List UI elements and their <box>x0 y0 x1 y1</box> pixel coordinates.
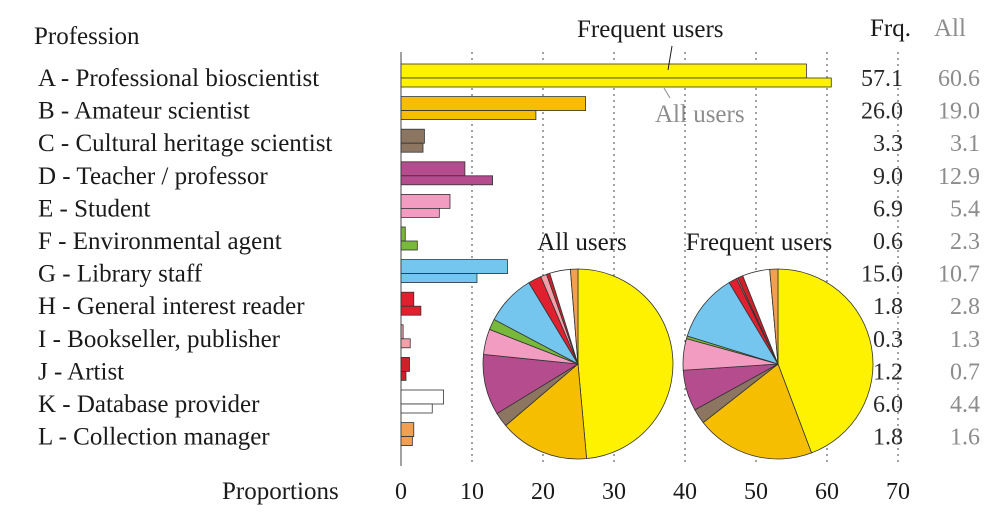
value-all-10: 4.4 <box>950 392 980 418</box>
bar-all-7 <box>400 305 422 316</box>
bar-all-11 <box>400 436 413 447</box>
category-label-1: B - Amateur scientist <box>38 98 250 125</box>
bar-frequent-10 <box>400 389 444 405</box>
category-label-11: L - Collection manager <box>38 424 270 451</box>
tick-label-0: 0 <box>395 479 407 505</box>
value-columns: 57.1 60.6 26.0 19.0 3.3 3.1 9.0 12.9 6.9 5.4 0.6 2.… <box>861 66 980 451</box>
bar-frequent-7 <box>400 291 415 307</box>
bar-frequent-3 <box>400 161 466 177</box>
value-frequent-2: 3.3 <box>873 131 903 157</box>
value-frequent-0: 57.1 <box>861 66 903 92</box>
category-label-2: C - Cultural heritage scientist <box>38 130 332 157</box>
pie-all-slice-11 <box>569 268 579 365</box>
pies: All users Frequent users <box>482 229 874 460</box>
bar-all-1 <box>400 110 537 120</box>
value-all-5: 2.3 <box>950 229 980 255</box>
pie-title-frequent: Frequent users <box>686 229 833 256</box>
bars <box>400 63 832 447</box>
category-label-0: A - Professional bioscientist <box>38 65 319 92</box>
value-frequent-7: 1.8 <box>873 294 903 320</box>
category-label-5: F - Environmental agent <box>38 228 282 255</box>
category-label-7: H - General interest reader <box>38 293 305 320</box>
tick-label-40: 40 <box>673 479 697 505</box>
value-all-8: 1.3 <box>950 327 980 353</box>
value-all-7: 2.8 <box>950 294 980 320</box>
value-frequent-4: 6.9 <box>873 196 903 222</box>
all-value-header: All <box>934 15 966 42</box>
frequent-users-pointer <box>667 45 673 71</box>
category-labels: A - Professional bioscientist B - Amateur… <box>38 65 332 451</box>
bar-frequent-2 <box>400 128 425 144</box>
pie-frequent-slice-6 <box>686 282 779 365</box>
value-all-6: 10.7 <box>938 262 980 288</box>
category-label-8: I - Bookseller, publisher <box>38 326 281 353</box>
value-all-2: 3.1 <box>950 131 980 157</box>
bar-frequent-1 <box>400 96 587 111</box>
pie-frequent-slice-1 <box>702 363 813 460</box>
value-frequent-3: 9.0 <box>873 164 903 190</box>
category-label-10: K - Database provider <box>38 391 260 418</box>
x-axis-label: Proportions <box>222 478 339 505</box>
tick-label-10: 10 <box>460 479 484 505</box>
pie-all-slice-0 <box>577 268 674 460</box>
bar-all-5 <box>400 240 418 251</box>
bar-frequent-4 <box>400 193 451 209</box>
bar-all-6 <box>400 273 478 284</box>
bar-all-0 <box>400 77 832 88</box>
category-header: Profession <box>34 23 140 50</box>
x-ticks: 0 10 20 30 40 50 60 70 <box>395 479 910 505</box>
tick-label-20: 20 <box>531 479 555 505</box>
tick-label-60: 60 <box>815 479 839 505</box>
bar-frequent-6 <box>400 259 508 275</box>
pie-frequent-slice-11 <box>769 268 779 365</box>
value-frequent-11: 1.8 <box>873 425 903 451</box>
tick-label-30: 30 <box>602 479 626 505</box>
pie-all-slice-1 <box>505 363 588 460</box>
category-label-6: G - Library staff <box>38 261 203 288</box>
pie-title-all: All users <box>537 229 627 256</box>
value-frequent-9: 1.2 <box>873 359 903 385</box>
tick-label-50: 50 <box>744 479 768 505</box>
bar-frequent-9 <box>400 356 410 372</box>
value-frequent-5: 0.6 <box>873 229 903 255</box>
value-frequent-8: 0.3 <box>873 327 903 353</box>
bar-frequent-5 <box>400 226 406 242</box>
bar-all-10 <box>400 403 433 414</box>
category-label-4: E - Student <box>38 195 151 222</box>
bar-all-8 <box>400 338 411 349</box>
value-all-3: 12.9 <box>938 164 980 190</box>
value-all-1: 19.0 <box>938 99 980 125</box>
category-label-3: D - Teacher / professor <box>38 163 268 190</box>
all-users-callout: All users <box>655 101 745 128</box>
bar-all-9 <box>400 370 407 381</box>
bar-all-3 <box>400 175 493 186</box>
frequent-value-header: Frq. <box>870 15 911 42</box>
frequent-users-callout: Frequent users <box>577 16 724 43</box>
bar-frequent-0 <box>400 63 807 79</box>
tick-label-70: 70 <box>886 479 910 505</box>
bar-all-2 <box>400 142 424 153</box>
value-frequent-10: 6.0 <box>873 392 903 418</box>
bar-frequent-8 <box>400 324 404 340</box>
value-all-9: 0.7 <box>950 359 980 385</box>
value-frequent-1: 26.0 <box>861 99 903 125</box>
all-users-pointer <box>663 87 671 99</box>
value-all-4: 5.4 <box>950 196 980 222</box>
bar-all-4 <box>400 207 440 218</box>
value-frequent-6: 15.0 <box>861 262 903 288</box>
value-all-11: 1.6 <box>950 425 980 451</box>
category-label-9: J - Artist <box>38 358 124 385</box>
value-all-0: 60.6 <box>938 66 980 92</box>
bar-frequent-11 <box>400 422 415 438</box>
pie-frequent-slice-0 <box>777 268 874 454</box>
